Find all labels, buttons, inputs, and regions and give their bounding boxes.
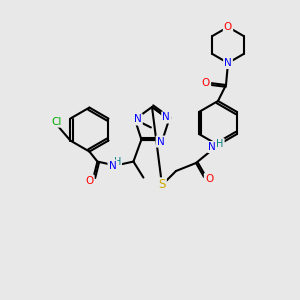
Text: N: N (109, 160, 116, 171)
Text: O: O (205, 174, 213, 184)
Text: O: O (85, 176, 94, 186)
Text: N: N (208, 142, 216, 152)
Text: N: N (162, 112, 170, 122)
Text: O: O (202, 78, 210, 88)
Text: N: N (157, 136, 164, 147)
Text: Cl: Cl (51, 117, 62, 127)
Text: S: S (158, 178, 166, 191)
Text: H: H (114, 157, 121, 166)
Text: H: H (216, 139, 224, 149)
Text: O: O (224, 22, 232, 32)
Text: N: N (224, 58, 232, 68)
Text: N: N (134, 114, 142, 124)
